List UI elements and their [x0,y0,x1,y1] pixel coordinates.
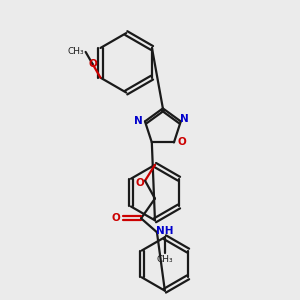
Text: NH: NH [156,226,174,236]
Text: O: O [178,137,186,147]
Text: N: N [134,116,142,126]
Text: CH₃: CH₃ [67,47,84,56]
Text: O: O [112,213,121,224]
Text: N: N [180,114,189,124]
Text: O: O [88,59,97,69]
Text: CH₃: CH₃ [157,256,173,265]
Text: O: O [136,178,145,188]
